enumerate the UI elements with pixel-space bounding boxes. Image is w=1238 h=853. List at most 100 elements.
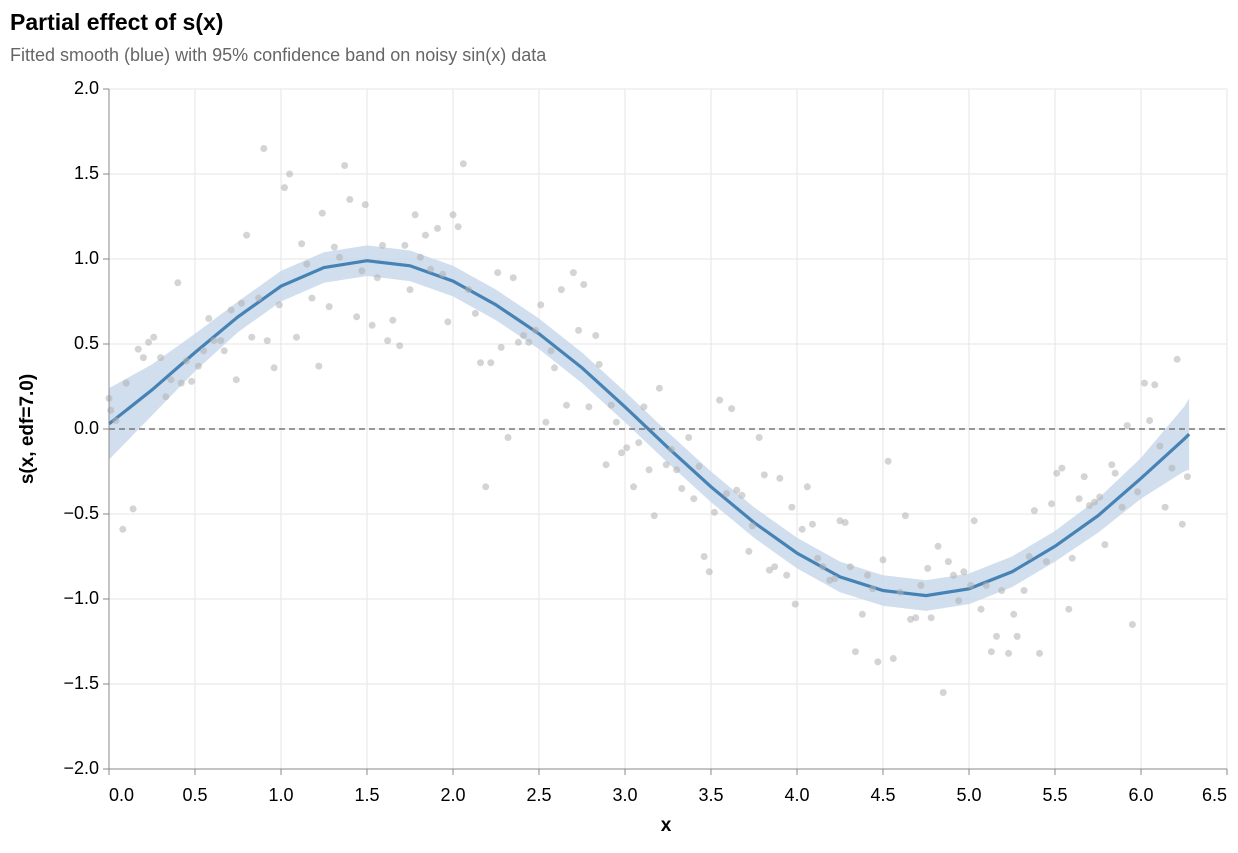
data-point <box>884 457 892 465</box>
x-tick-label: 2.5 <box>526 785 551 805</box>
data-point <box>1048 500 1056 508</box>
data-point <box>1156 442 1164 450</box>
data-point <box>896 588 904 596</box>
x-tick-label: 5.5 <box>1042 785 1067 805</box>
data-point <box>361 201 369 209</box>
data-point <box>547 347 555 355</box>
data-point <box>1075 495 1083 503</box>
data-point <box>1128 621 1136 628</box>
data-point <box>950 571 958 579</box>
data-point <box>286 170 294 178</box>
data-point <box>1080 473 1088 481</box>
data-point <box>1183 473 1191 481</box>
data-point <box>378 241 386 249</box>
data-point <box>1118 503 1126 511</box>
data-point <box>1161 503 1169 511</box>
data-point <box>255 294 263 302</box>
data-point <box>1173 355 1181 363</box>
data-point <box>150 333 158 341</box>
data-point <box>210 337 218 345</box>
data-point <box>325 303 333 311</box>
y-tick-label: −1.0 <box>63 588 99 608</box>
data-point <box>411 211 419 219</box>
data-point <box>119 525 127 533</box>
data-point <box>270 364 278 372</box>
data-point <box>200 347 208 355</box>
data-point <box>368 321 376 329</box>
data-point <box>205 315 213 322</box>
data-point <box>728 405 736 413</box>
data-point <box>157 354 165 362</box>
data-point <box>477 359 485 367</box>
data-point <box>607 401 615 409</box>
data-point <box>454 223 462 231</box>
data-point <box>1168 464 1176 472</box>
data-point <box>275 301 283 309</box>
data-point <box>434 224 442 232</box>
data-point <box>924 564 932 572</box>
data-point <box>1068 554 1076 562</box>
data-point <box>1036 649 1044 657</box>
data-point <box>678 485 686 492</box>
data-point <box>623 444 631 452</box>
data-point <box>960 568 968 576</box>
data-point <box>1020 587 1028 594</box>
data-point <box>401 241 409 249</box>
data-point <box>243 231 251 239</box>
data-point <box>298 240 306 248</box>
data-point <box>107 406 115 414</box>
data-point <box>783 571 791 579</box>
data-point <box>112 417 120 424</box>
data-point <box>841 519 849 526</box>
data-point <box>335 253 343 261</box>
data-point <box>263 337 271 345</box>
data-point <box>1178 520 1186 528</box>
x-tick-label: 2.0 <box>440 785 465 805</box>
data-point <box>162 393 170 401</box>
data-point <box>280 184 288 192</box>
data-point <box>373 274 381 282</box>
data-point <box>248 333 256 341</box>
data-point <box>292 333 300 341</box>
data-point <box>745 547 753 555</box>
data-point <box>912 614 920 622</box>
data-point <box>174 279 182 287</box>
data-point <box>798 525 806 533</box>
data-point <box>542 418 550 426</box>
fit-line <box>108 259 1191 598</box>
data-point <box>650 512 658 520</box>
data-point <box>237 299 245 307</box>
x-tick-label: 5.0 <box>956 785 981 805</box>
data-point <box>188 377 196 385</box>
data-point <box>532 326 540 334</box>
data-point <box>525 338 533 346</box>
data-point <box>998 587 1006 594</box>
data-point <box>791 600 799 608</box>
data-point <box>341 162 349 169</box>
data-point <box>592 332 600 339</box>
data-point <box>595 360 603 368</box>
data-point <box>1140 379 1148 387</box>
data-point <box>1025 553 1033 560</box>
data-point <box>389 316 397 324</box>
data-point <box>1065 605 1073 613</box>
data-point <box>220 347 228 355</box>
data-point <box>330 243 338 251</box>
data-point <box>982 581 990 589</box>
data-point <box>439 270 447 278</box>
data-point <box>315 362 323 370</box>
data-point <box>944 558 952 566</box>
x-tick-label: 1.5 <box>354 785 379 805</box>
data-point <box>308 294 316 302</box>
y-tick-label: 1.5 <box>74 163 99 183</box>
data-point <box>1146 417 1154 424</box>
data-point <box>1096 493 1104 501</box>
data-point <box>1123 422 1131 430</box>
chart-subtitle: Fitted smooth (blue) with 95% confidence… <box>10 45 547 65</box>
data-point <box>987 648 995 656</box>
data-point <box>917 581 925 589</box>
data-point <box>1042 558 1050 566</box>
x-tick-label: 6.0 <box>1128 785 1153 805</box>
y-tick-label: 1.0 <box>74 248 99 268</box>
